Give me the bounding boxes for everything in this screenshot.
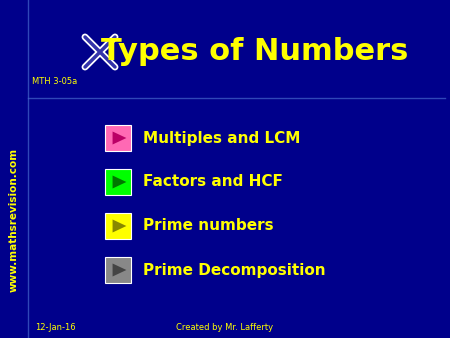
- FancyBboxPatch shape: [105, 257, 131, 283]
- Text: MTH 3-05a: MTH 3-05a: [32, 77, 77, 87]
- Polygon shape: [112, 219, 126, 233]
- Text: Multiples and LCM: Multiples and LCM: [143, 130, 301, 145]
- Polygon shape: [112, 175, 126, 189]
- Polygon shape: [112, 264, 126, 276]
- Polygon shape: [112, 131, 126, 145]
- FancyBboxPatch shape: [105, 169, 131, 195]
- Text: Types of Numbers: Types of Numbers: [101, 38, 409, 67]
- FancyBboxPatch shape: [105, 213, 131, 239]
- FancyBboxPatch shape: [105, 125, 131, 151]
- Text: Prime numbers: Prime numbers: [143, 218, 274, 234]
- Text: Factors and HCF: Factors and HCF: [143, 174, 283, 190]
- Text: Prime Decomposition: Prime Decomposition: [143, 263, 326, 277]
- Text: 12-Jan-16: 12-Jan-16: [35, 323, 76, 333]
- Text: Created by Mr. Lafferty: Created by Mr. Lafferty: [176, 323, 274, 333]
- Text: www.mathsrevision.com: www.mathsrevision.com: [9, 148, 19, 292]
